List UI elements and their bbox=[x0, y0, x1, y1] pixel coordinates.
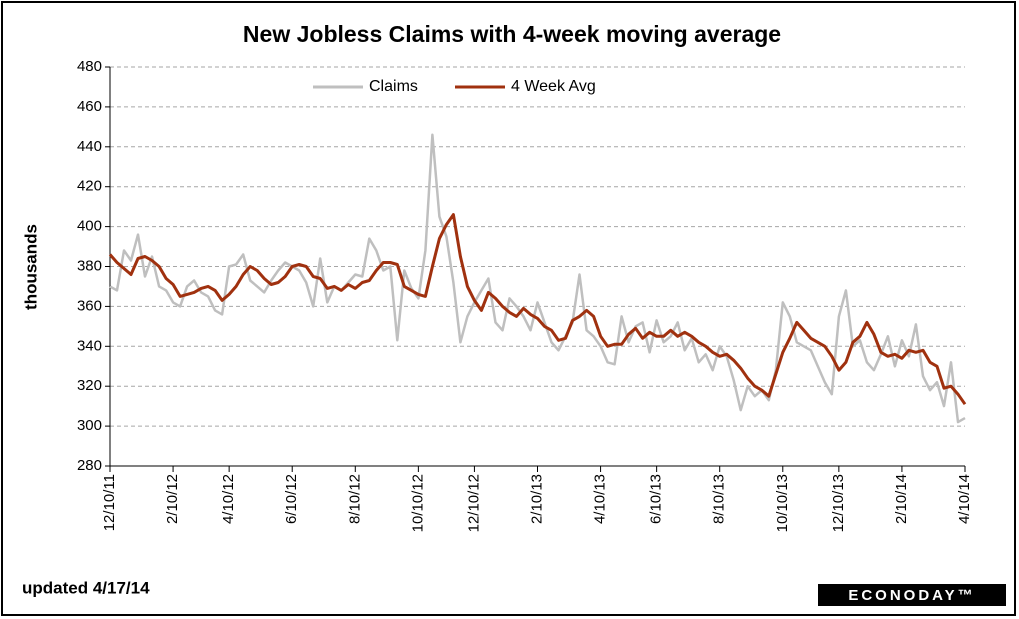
x-tick-label: 4/10/13 bbox=[592, 474, 609, 524]
logo-box bbox=[818, 584, 1006, 606]
chart-title: New Jobless Claims with 4-week moving av… bbox=[243, 21, 781, 47]
y-tick-label: 300 bbox=[77, 417, 102, 434]
x-tick-label: 6/10/13 bbox=[648, 474, 665, 524]
x-tick-label: 10/10/12 bbox=[409, 474, 426, 532]
y-tick-label: 360 bbox=[77, 297, 102, 314]
y-tick-label: 420 bbox=[77, 178, 102, 195]
x-tick-label: 10/10/13 bbox=[774, 474, 791, 532]
x-tick-label: 6/10/12 bbox=[283, 474, 300, 524]
x-tick-label: 2/10/13 bbox=[528, 474, 545, 524]
y-tick-label: 400 bbox=[77, 218, 102, 235]
x-tick-label: 8/10/12 bbox=[346, 474, 363, 524]
x-tick-label: 12/10/13 bbox=[830, 474, 847, 532]
logo: ECONODAY™ bbox=[848, 587, 975, 604]
x-tick-label: 2/10/14 bbox=[893, 474, 910, 524]
footnote: updated 4/17/14 bbox=[22, 578, 150, 597]
series-line bbox=[108, 213, 967, 406]
series-line bbox=[109, 133, 966, 424]
y-tick-label: 440 bbox=[77, 138, 102, 155]
legend-label: Claims bbox=[369, 78, 418, 95]
y-tick-label: 380 bbox=[77, 257, 102, 274]
x-tick-label: 4/10/14 bbox=[956, 474, 973, 524]
y-tick-label: 480 bbox=[77, 58, 102, 75]
y-axis-label: thousands bbox=[21, 224, 40, 310]
x-tick-label: 12/10/11 bbox=[101, 474, 118, 531]
y-tick-label: 460 bbox=[77, 98, 102, 115]
y-tick-label: 320 bbox=[77, 377, 102, 394]
x-tick-label: 8/10/13 bbox=[711, 474, 728, 524]
x-tick-label: 2/10/12 bbox=[164, 474, 181, 524]
x-tick-label: 12/10/12 bbox=[465, 474, 482, 532]
legend-label: 4 Week Avg bbox=[511, 78, 596, 95]
y-tick-label: 340 bbox=[77, 337, 102, 354]
y-tick-label: 280 bbox=[77, 457, 102, 474]
x-tick-label: 4/10/12 bbox=[220, 474, 237, 524]
